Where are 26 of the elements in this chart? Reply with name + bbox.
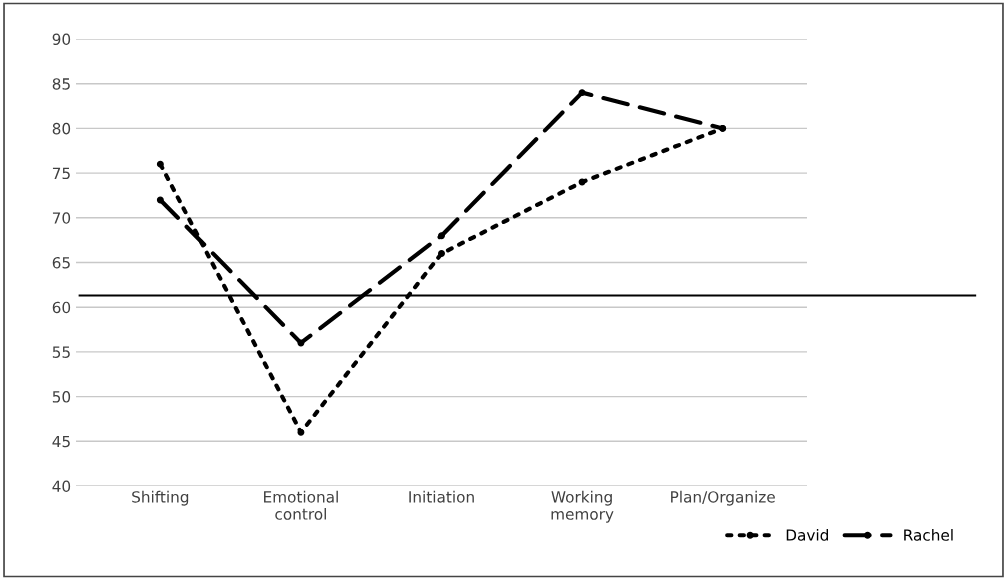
- legend-label: Rachel: [904, 528, 953, 541]
- y-tick-label: 60: [52, 301, 71, 314]
- point: [156, 160, 164, 168]
- x-tick-label: Shifting: [132, 490, 189, 506]
- y-tick-label: 45: [52, 435, 70, 448]
- point: [578, 178, 586, 186]
- point: [156, 196, 164, 204]
- point: [578, 89, 586, 97]
- y-tick-label: 90: [52, 33, 71, 46]
- y-tick-label: 55: [52, 346, 70, 358]
- point: [297, 428, 305, 436]
- x-tick-label: Plan/Organize: [671, 490, 775, 506]
- point: [438, 232, 445, 240]
- y-tick-label: 70: [52, 212, 71, 224]
- y-tick-label: 65: [52, 256, 70, 269]
- y-tick-label: 50: [52, 391, 71, 403]
- x-tick-label: Initiation: [409, 490, 474, 503]
- legend-label: David: [786, 528, 828, 541]
- y-tick-label: 85: [52, 78, 70, 90]
- x-tick-label: Working memory: [551, 490, 614, 523]
- point: [297, 339, 305, 347]
- y-tick-label: 80: [52, 122, 71, 135]
- point: [438, 250, 445, 258]
- y-tick-label: 75: [52, 167, 70, 180]
- x-tick-label: Emotional control: [264, 490, 338, 520]
- y-tick-label: 40: [52, 480, 71, 493]
